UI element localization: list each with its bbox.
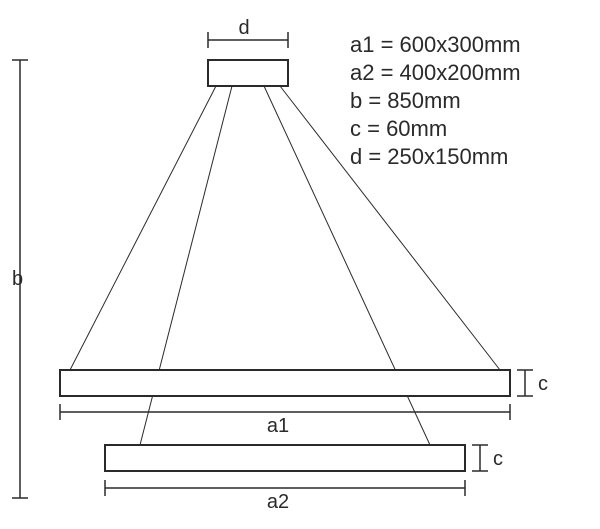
dim-c2-label: c	[493, 448, 503, 470]
dim-a2-label: a2	[267, 491, 289, 513]
dim-c1-label: c	[538, 373, 548, 395]
legend-a1: a1 = 600x300mm	[350, 32, 521, 57]
dim-b-label: b	[12, 268, 23, 290]
dim-a1-label: a1	[267, 415, 289, 437]
legend-a2: a2 = 400x200mm	[350, 60, 521, 85]
legend-b: b = 850mm	[350, 88, 461, 113]
legend-d: d = 250x150mm	[350, 144, 508, 169]
ring1-rect	[60, 370, 510, 396]
canopy-rect	[208, 60, 288, 86]
ring2-rect	[105, 445, 465, 471]
dim-d-label: d	[238, 17, 249, 39]
legend-c: c = 60mm	[350, 116, 447, 141]
